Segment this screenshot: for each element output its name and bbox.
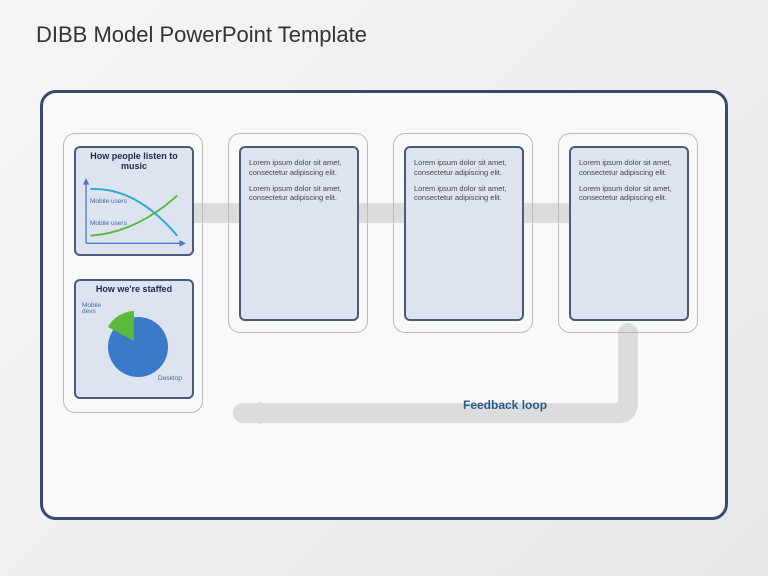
para: Lorem ipsum dolor sit amet, consectetur … — [414, 158, 514, 178]
card-text: Lorem ipsum dolor sit amet, consectetur … — [414, 158, 514, 203]
chart2-label2: Desktop — [158, 375, 182, 382]
chart1-label2: Mobile users — [90, 220, 127, 227]
para: Lorem ipsum dolor sit amet, consectetur … — [249, 184, 349, 204]
text-card-3: Lorem ipsum dolor sit amet, consectetur … — [569, 146, 689, 321]
text-card-1: Lorem ipsum dolor sit amet, consectetur … — [239, 146, 359, 321]
chart1-label1: Mobile users — [90, 198, 127, 205]
chart-card-listen: How people listen to music Mobile users … — [74, 146, 194, 256]
column-belief: Lorem ipsum dolor sit amet, consectetur … — [393, 133, 533, 333]
para: Lorem ipsum dolor sit amet, consectetur … — [414, 184, 514, 204]
chart2-label1: Mobile devs — [82, 303, 112, 316]
chart1-title: How people listen to music — [80, 152, 188, 172]
line-chart: Mobile users Mobile users — [80, 176, 188, 256]
card-text: Lorem ipsum dolor sit amet, consectetur … — [579, 158, 679, 203]
main-frame: How people listen to music Mobile users … — [40, 90, 728, 520]
column-insight: Lorem ipsum dolor sit amet, consectetur … — [228, 133, 368, 333]
column-bet: Lorem ipsum dolor sit amet, consectetur … — [558, 133, 698, 333]
chart2-title: How we're staffed — [80, 285, 188, 295]
column-data: How people listen to music Mobile users … — [63, 133, 203, 413]
para: Lorem ipsum dolor sit amet, consectetur … — [579, 184, 679, 204]
para: Lorem ipsum dolor sit amet, consectetur … — [579, 158, 679, 178]
pie-chart: Mobile devs Desktop — [80, 299, 188, 394]
page-title: DIBB Model PowerPoint Template — [36, 22, 367, 48]
card-text: Lorem ipsum dolor sit amet, consectetur … — [249, 158, 349, 203]
feedback-loop-label: Feedback loop — [463, 398, 547, 412]
chart-card-staffed: How we're staffed Mobile devs Desktop — [74, 279, 194, 399]
para: Lorem ipsum dolor sit amet, consectetur … — [249, 158, 349, 178]
text-card-2: Lorem ipsum dolor sit amet, consectetur … — [404, 146, 524, 321]
